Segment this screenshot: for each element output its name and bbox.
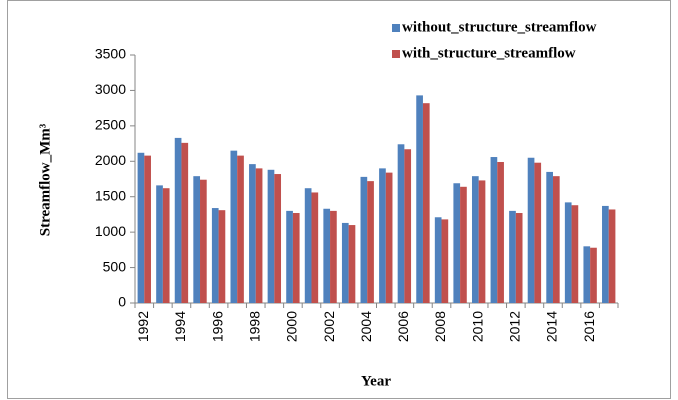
bar xyxy=(478,180,486,303)
bar xyxy=(348,225,356,303)
x-tick-label: 2016 xyxy=(581,311,597,342)
bar xyxy=(330,210,337,303)
x-tick-label: 2006 xyxy=(395,311,411,342)
bar xyxy=(571,205,579,303)
bar xyxy=(434,217,442,303)
x-tick-label: 2000 xyxy=(284,311,300,342)
bar xyxy=(304,188,312,303)
bar xyxy=(546,171,553,303)
bar xyxy=(397,144,405,303)
bar xyxy=(404,149,412,303)
bar xyxy=(237,155,244,303)
bar xyxy=(416,95,423,303)
bar xyxy=(230,150,238,303)
bar xyxy=(292,213,300,303)
bar xyxy=(211,208,219,303)
bar xyxy=(460,186,467,303)
legend-label: with_structure_streamflow xyxy=(402,45,576,61)
bar xyxy=(422,103,430,303)
bar xyxy=(200,179,207,303)
legend-swatch xyxy=(392,24,400,32)
bar xyxy=(193,176,201,303)
legend-label: without_structure_streamflow xyxy=(402,19,597,35)
chart-border xyxy=(7,0,671,399)
y-axis-title: Streamflow_Mm³ xyxy=(37,123,53,236)
x-tick-label: 2010 xyxy=(469,311,485,342)
bar xyxy=(255,168,263,303)
y-tick-label: 3500 xyxy=(95,46,126,62)
bar xyxy=(385,172,393,303)
bar xyxy=(367,181,374,303)
bar xyxy=(509,210,516,303)
bar xyxy=(497,161,504,303)
bar xyxy=(515,213,523,303)
bar xyxy=(218,210,226,303)
bar xyxy=(552,176,560,303)
bar xyxy=(323,208,331,303)
x-tick-label: 2004 xyxy=(358,311,374,342)
bar xyxy=(527,157,535,303)
bar xyxy=(590,247,597,303)
bar xyxy=(490,157,498,303)
bar xyxy=(174,137,182,303)
bar xyxy=(341,222,349,303)
y-tick-label: 1500 xyxy=(95,187,126,203)
x-tick-label: 2002 xyxy=(321,311,337,342)
bar xyxy=(286,210,293,303)
bar xyxy=(360,176,368,303)
bar xyxy=(608,209,616,303)
bar xyxy=(267,169,275,303)
bar xyxy=(181,142,189,303)
bar xyxy=(144,155,151,303)
bar xyxy=(249,164,256,303)
x-tick-label: 1994 xyxy=(172,311,188,342)
y-tick-label: 500 xyxy=(103,258,127,274)
bar xyxy=(583,246,591,303)
bar xyxy=(379,168,386,303)
legend-swatch xyxy=(392,50,400,58)
x-tick-label: 1998 xyxy=(246,311,262,342)
y-tick-label: 2500 xyxy=(95,117,126,133)
bar xyxy=(602,205,609,303)
bar xyxy=(471,176,479,303)
bar xyxy=(162,188,170,303)
x-tick-label: 2008 xyxy=(432,311,448,342)
bar xyxy=(441,219,449,303)
bar xyxy=(311,192,319,303)
y-tick-label: 1000 xyxy=(95,223,126,239)
x-tick-label: 1996 xyxy=(209,311,225,342)
x-tick-label: 1992 xyxy=(135,311,151,342)
bar xyxy=(564,202,572,303)
x-axis-title: Year xyxy=(361,373,391,389)
bar xyxy=(274,174,282,303)
y-tick-label: 3000 xyxy=(95,81,126,97)
y-tick-label: 2000 xyxy=(95,152,126,168)
x-tick-label: 2014 xyxy=(544,311,560,342)
y-tick-label: 0 xyxy=(118,294,126,310)
bar xyxy=(453,183,461,303)
bar xyxy=(137,152,145,303)
bar xyxy=(534,162,542,303)
bar xyxy=(156,185,163,303)
x-tick-label: 2012 xyxy=(507,311,523,342)
